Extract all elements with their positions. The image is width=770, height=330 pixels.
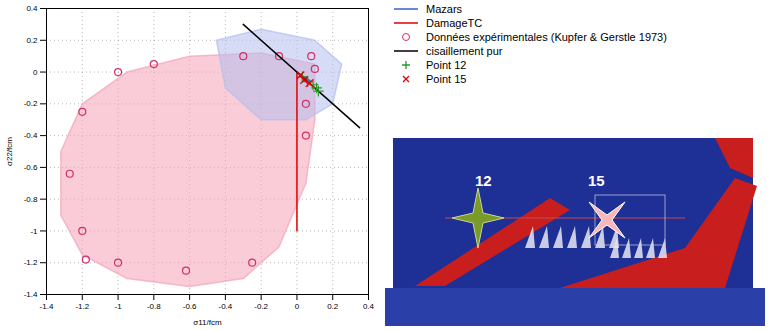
html-text:Point 12: Point 12 (426, 59, 467, 71)
svg-text:-0.8: -0.8 (24, 195, 38, 204)
svg-text:0.4: 0.4 (363, 302, 375, 311)
html-text:cisaillement pur: cisaillement pur (426, 45, 503, 57)
svg-text:0.4: 0.4 (26, 4, 38, 13)
svg-text:-0.4: -0.4 (24, 131, 38, 140)
svg-text:-0.8: -0.8 (147, 302, 161, 311)
svg-text:-0.2: -0.2 (254, 302, 268, 311)
svg-text:-1.2: -1.2 (24, 258, 38, 267)
svg-text:0.2: 0.2 (327, 302, 339, 311)
svg-text:-1.2: -1.2 (75, 302, 89, 311)
svg-text:-1.4: -1.4 (24, 290, 38, 299)
html-text:Point 15: Point 15 (426, 73, 467, 85)
svg-text:-0.2: -0.2 (24, 99, 38, 108)
svg-text:σ11/fcm: σ11/fcm (193, 318, 222, 327)
svg-text:-1: -1 (114, 302, 122, 311)
svg-text:0: 0 (33, 68, 38, 77)
svg-text:-0.6: -0.6 (183, 302, 197, 311)
svg-text:-0.4: -0.4 (218, 302, 232, 311)
svg-text:12: 12 (475, 172, 492, 189)
html-text:Mazars: Mazars (426, 3, 463, 15)
html-text:Données expérimentales (Kupfer: Données expérimentales (Kupfer & Gerstle… (426, 31, 667, 43)
svg-text:-0.6: -0.6 (24, 163, 38, 172)
svg-text:-1: -1 (30, 227, 38, 236)
svg-text:0.2: 0.2 (26, 36, 38, 45)
svg-text:σ22/fcm: σ22/fcm (5, 137, 14, 166)
svg-text:15: 15 (588, 172, 605, 189)
svg-text:0: 0 (295, 302, 300, 311)
html-text:DamageTC: DamageTC (426, 17, 483, 29)
svg-text:-1.4: -1.4 (40, 302, 54, 311)
